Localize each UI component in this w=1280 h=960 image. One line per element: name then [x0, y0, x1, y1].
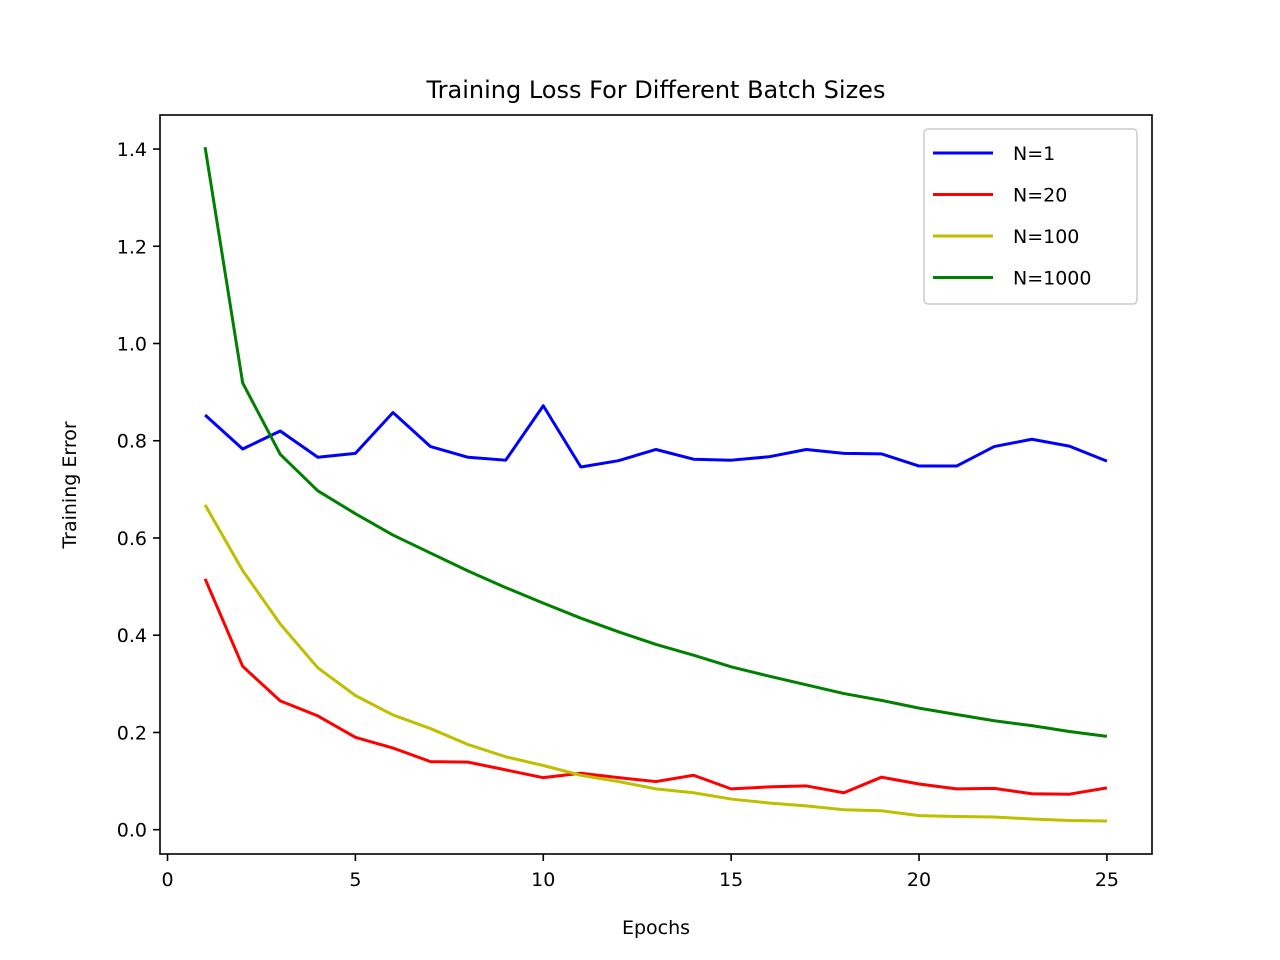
legend-label: N=1000: [1013, 268, 1092, 290]
x-tick-label: 20: [907, 869, 931, 891]
y-tick-label: 0.0: [117, 820, 147, 842]
series-line-3: [203, 146, 1108, 738]
y-tick-label: 1.4: [117, 139, 147, 161]
x-tick-label: 25: [1095, 869, 1119, 891]
legend-label: N=20: [1013, 185, 1067, 207]
plot-area-frame: [159, 114, 1153, 855]
y-axis-label: Training Error: [59, 421, 81, 550]
y-tick-label: 0.4: [117, 625, 147, 647]
series-line-1: [203, 578, 1108, 796]
y-tick-label: 0.2: [117, 722, 147, 744]
legend-label: N=1: [1013, 143, 1055, 165]
y-tick-label: 1.2: [117, 236, 147, 258]
y-tick-label: 1.0: [117, 334, 147, 356]
x-tick-label: 10: [531, 869, 555, 891]
x-tick-label: 5: [349, 869, 361, 891]
y-tick-label: 0.6: [117, 528, 147, 550]
y-tick-label: 0.8: [117, 431, 147, 453]
legend: N=1 N=20 N=100 N=1000: [923, 128, 1138, 305]
x-tick-label: 15: [719, 869, 743, 891]
series-line-2: [203, 504, 1107, 823]
series-layer: [203, 146, 1108, 823]
x-axis-label: Epochs: [622, 917, 690, 939]
y-axis: 0.0 0.2 0.4 0.6 0.8 1.0 1.2 1.4: [117, 139, 160, 842]
chart-title: Training Loss For Different Batch Sizes: [426, 76, 886, 104]
legend-label: N=100: [1013, 226, 1079, 248]
x-axis: 0 5 10 15 20 25: [161, 854, 1119, 891]
x-tick-label: 0: [161, 869, 173, 891]
series-line-0: [204, 404, 1108, 469]
legend-box: [923, 128, 1138, 305]
